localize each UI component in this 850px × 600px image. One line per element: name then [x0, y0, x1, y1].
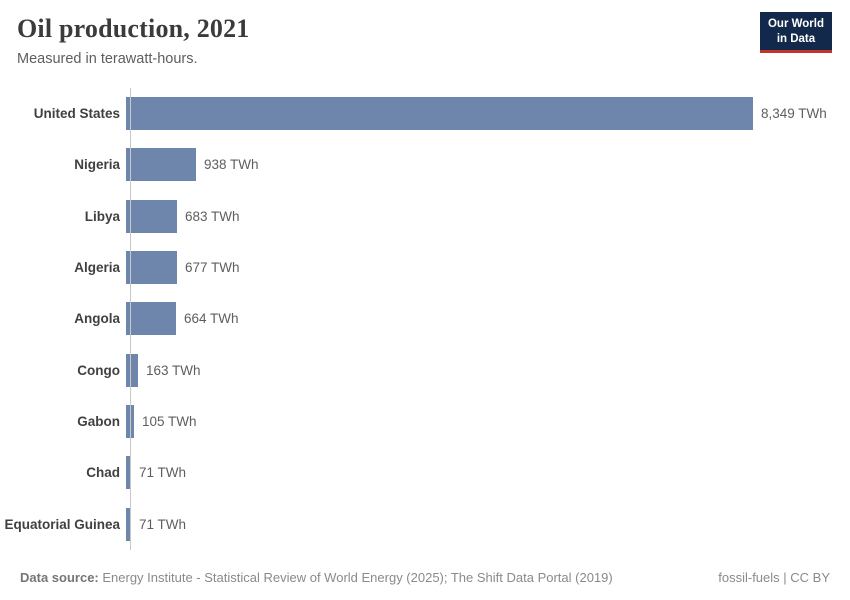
bar-track: 71 TWh [126, 507, 850, 541]
bar-row: Gabon 105 TWh [0, 396, 850, 447]
bar-row: Chad 71 TWh [0, 447, 850, 498]
bar-track: 664 TWh [126, 302, 850, 336]
bar-equatorial-guinea[interactable] [126, 507, 131, 541]
value-label: 71 TWh [139, 516, 187, 532]
bar-rows: United States 8,349 TWh Nigeria 938 TWh Liby… [0, 88, 850, 550]
bar-track: 105 TWh [126, 405, 850, 439]
country-label-libya: Libya [84, 208, 120, 224]
value-label: 163 TWh [146, 362, 201, 378]
value-label: 105 TWh [142, 414, 197, 430]
y-axis-line [130, 88, 131, 550]
bar-row: Libya 683 TWh [0, 191, 850, 242]
bar-chad[interactable] [126, 456, 131, 490]
data-source: Data source: Energy Institute - Statisti… [20, 570, 613, 585]
bar-track: 163 TWh [126, 353, 850, 387]
country-label-gabon: Gabon [77, 414, 120, 430]
bar-libya[interactable] [126, 199, 177, 233]
value-label: 664 TWh [184, 311, 239, 327]
bar-track: 938 TWh [126, 148, 850, 182]
country-label-united-states: United States [33, 106, 120, 122]
bar-track: 71 TWh [126, 456, 850, 490]
country-label-equatorial-guinea: Equatorial Guinea [4, 516, 120, 532]
country-label-algeria: Algeria [74, 260, 120, 276]
data-source-label: Data source: [20, 570, 99, 585]
value-label: 683 TWh [185, 208, 240, 224]
page-title: Oil production, 2021 [17, 14, 250, 43]
bar-row: Nigeria 938 TWh [0, 139, 850, 190]
bar-track: 677 TWh [126, 251, 850, 285]
bar-row: United States 8,349 TWh [0, 88, 850, 139]
bar-algeria[interactable] [126, 251, 177, 285]
bar-row: Congo 163 TWh [0, 345, 850, 396]
owid-logo[interactable]: Our World in Data [759, 12, 832, 54]
chart-footer: Data source: Energy Institute - Statisti… [20, 570, 830, 585]
owid-logo-line2: in Data [776, 32, 816, 45]
value-label: 677 TWh [185, 260, 240, 276]
value-label: 8,349 TWh [761, 106, 827, 122]
value-label: 71 TWh [139, 465, 187, 481]
bar-track: 683 TWh [126, 199, 850, 233]
bar-row: Angola 664 TWh [0, 293, 850, 344]
bar-row: Equatorial Guinea 71 TWh [0, 499, 850, 550]
bar-chart: United States 8,349 TWh Nigeria 938 TWh Liby… [0, 88, 850, 550]
bar-congo[interactable] [126, 353, 138, 387]
data-source-text: Energy Institute - Statistical Review of… [98, 570, 613, 585]
country-label-angola: Angola [74, 311, 120, 327]
country-label-congo: Congo [77, 362, 120, 378]
bar-nigeria[interactable] [126, 148, 196, 182]
bar-united-states[interactable] [126, 97, 753, 131]
page-subtitle: Measured in terawatt-hours. [17, 51, 198, 67]
bar-angola[interactable] [126, 302, 176, 336]
country-label-chad: Chad [86, 465, 120, 481]
bar-row: Algeria 677 TWh [0, 242, 850, 293]
value-label: 938 TWh [204, 157, 259, 173]
chart-header: Oil production, 2021 Measured in terawat… [17, 12, 832, 67]
license-note[interactable]: fossil-fuels | CC BY [718, 570, 830, 585]
bar-track: 8,349 TWh [126, 97, 850, 131]
country-label-nigeria: Nigeria [74, 157, 120, 173]
owid-logo-line1: Our World [767, 18, 824, 30]
